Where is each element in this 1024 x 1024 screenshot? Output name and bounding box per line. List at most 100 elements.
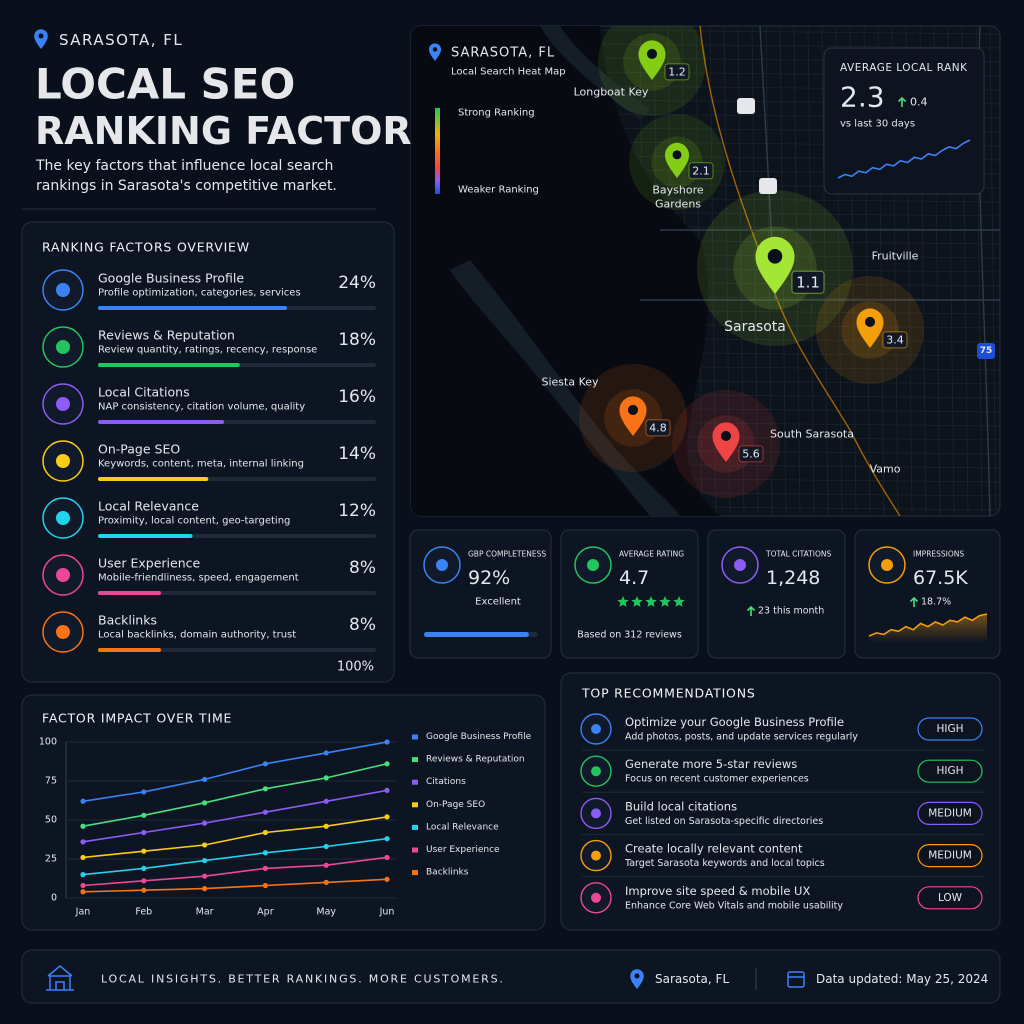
line-point [262,809,268,815]
place-label: Fruitville [872,250,919,263]
recommendation-icon-glyph [591,892,601,903]
line-point [323,862,329,868]
kpi-label: AVERAGE RATING [619,550,684,559]
x-tick-label: Jun [379,907,395,918]
line-point [323,843,329,850]
factors-panel [21,221,395,683]
line-point [323,879,329,886]
factor-name: Google Business Profile [98,271,244,286]
road [699,26,901,516]
legend-label: User Experience [426,845,500,855]
highway-shield [977,343,995,359]
x-tick-label: Mar [196,907,214,918]
x-tick-label: Apr [257,907,274,918]
priority-badge [917,801,983,826]
line-point [80,889,86,895]
kpi-change: 23 this month [758,606,824,617]
kpi-icon-glyph [734,559,746,571]
kpi-value: 67.5K [913,567,968,589]
street [599,29,1000,35]
rank-card [823,47,985,195]
factor-bar [98,648,162,652]
sparkline-area [869,614,987,642]
line-point [262,865,268,871]
recommendation-icon-glyph [591,850,601,861]
building-icon [46,965,74,991]
heat-legend-label: Weaker Ranking [458,185,539,196]
line-point [141,878,147,884]
factor-icon-glyph [56,625,70,639]
factor-value: 8% [349,558,376,578]
up-arrow [897,96,907,107]
factor-name: Local Relevance [98,499,199,514]
pin-label-box [688,162,714,180]
kpi-icon-glyph [881,559,893,571]
factor-icon-glyph [56,397,70,411]
rank-title: AVERAGE LOCAL RANK [840,62,968,74]
line-point [262,761,268,767]
factor-icon-glyph [56,511,70,525]
barrier-island [540,26,650,120]
line-point [384,876,390,882]
factor-description: Local backlinks, domain authority, trust [98,630,296,641]
pin-label: 1.1 [796,273,820,291]
place-label: Sarasota [724,319,786,335]
kpi-note: Based on 312 reviews [577,630,682,641]
line-point [80,854,86,861]
map-pin [638,40,666,80]
line-point [80,872,86,878]
legend-swatch [412,734,418,740]
factor-icon-glyph [56,283,70,297]
location-icon [429,43,441,61]
factor-description: Mobile-friendliness, speed, engagement [98,573,299,584]
pin-label-box [791,270,825,294]
line-point [202,857,208,864]
highway-label: 41 [762,181,775,191]
pin-dot [432,47,438,52]
legend-label: Citations [426,777,466,787]
line-series [82,816,388,859]
pin-dot [864,316,876,327]
pin-dot [672,150,682,160]
pin-label: 1.2 [668,65,686,78]
recommendation-title: Build local citations [625,799,737,813]
factor-value: 12% [338,501,376,521]
factor-bar [98,363,240,367]
calendar-icon [787,971,805,988]
line-point [202,800,208,806]
star-icon [631,596,643,607]
pin-dot [767,249,783,264]
y-tick-label: 0 [51,893,57,904]
rank-period: vs last 30 days [840,119,915,130]
highway-shield [759,178,777,194]
footer-updated: Data updated: May 25, 2024 [816,972,988,986]
factor-track [98,591,376,595]
street [989,26,997,516]
line-point [262,850,268,856]
heat-legend-bar [435,108,440,194]
line-point [262,829,268,836]
line-point [202,820,208,826]
street [599,43,1000,49]
factor-name: User Experience [98,556,200,571]
priority-label: MEDIUM [928,850,972,862]
kpi-icon-glyph [436,559,448,571]
pin-label-box [664,63,690,81]
factor-value: 18% [338,330,376,350]
map-location: SARASOTA, FL [451,46,555,61]
priority-badge [917,717,983,741]
pin-label-box [645,419,671,437]
panel-title: RANKING FACTORS OVERVIEW [42,240,250,255]
factor-description: Proximity, local content, geo-targeting [98,516,290,527]
recommendation-title: Optimize your Google Business Profile [625,715,844,729]
line-point [384,761,390,767]
legend-swatch [412,802,418,808]
recommendation-description: Target Sarasota keywords and local topic… [624,858,825,869]
map-pin [712,422,740,462]
barrier-island [450,260,680,516]
chart-title: FACTOR IMPACT OVER TIME [42,711,232,726]
line-point [323,823,329,829]
line-point [141,865,147,871]
line-series [82,878,388,893]
